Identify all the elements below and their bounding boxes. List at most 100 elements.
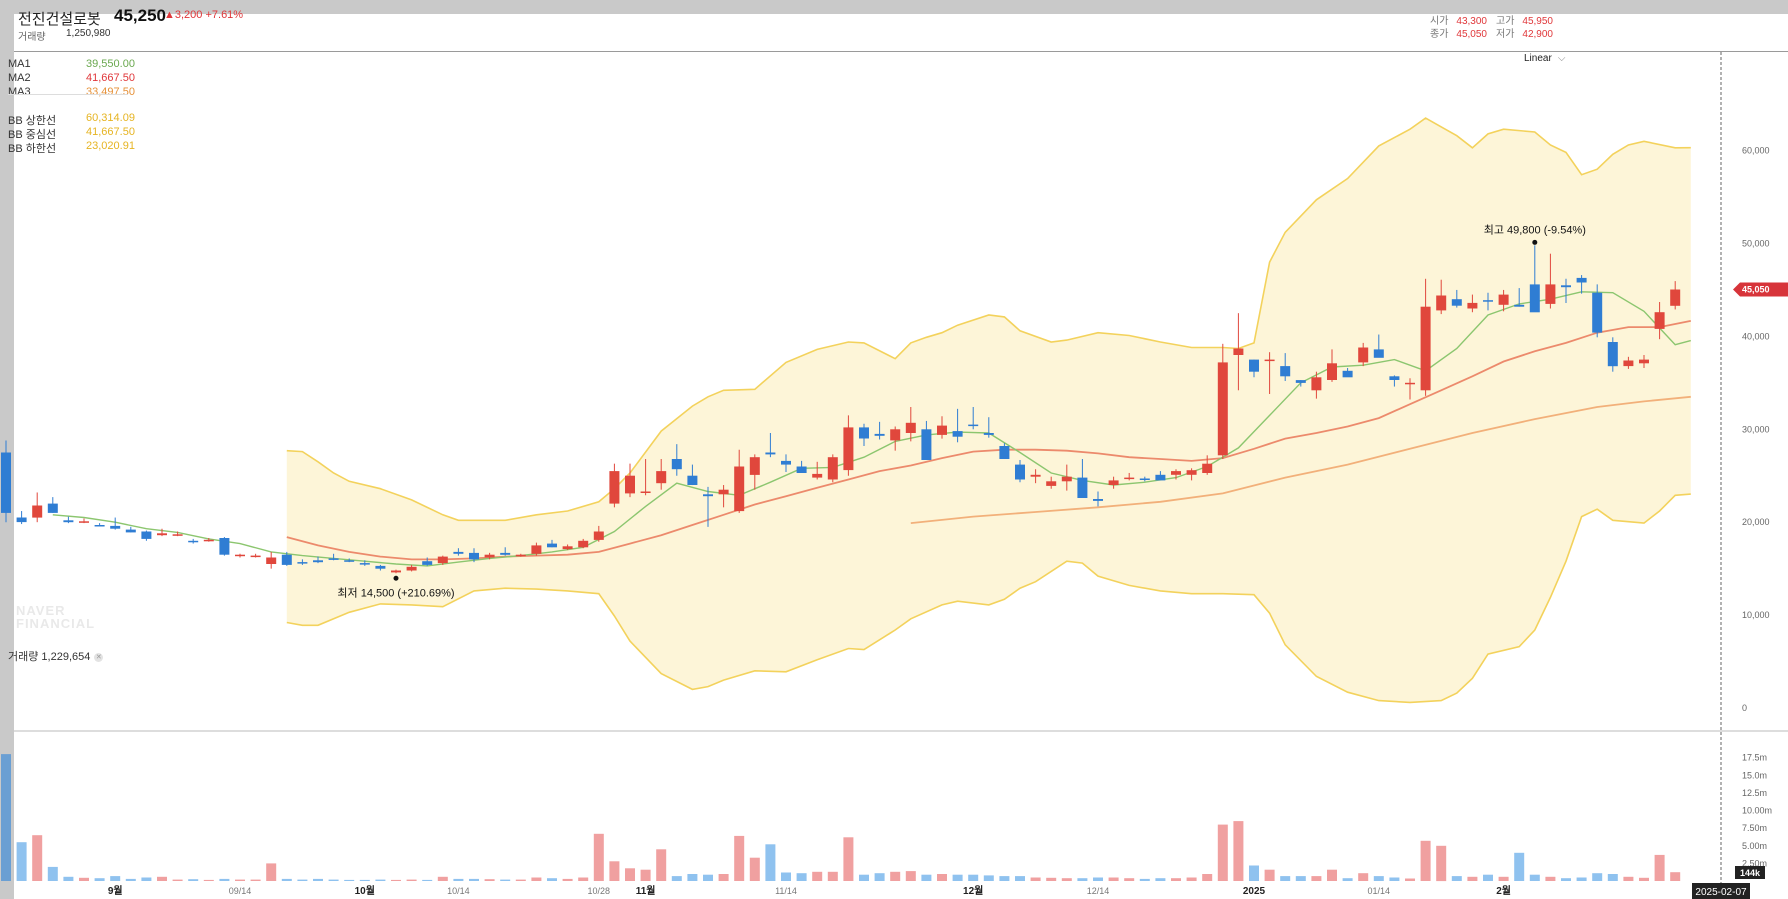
candle (1, 440, 11, 523)
candle-body (937, 425, 947, 435)
close-icon[interactable]: ✕ (94, 653, 104, 662)
volume-bar (1436, 845, 1447, 882)
volume-bar (313, 878, 323, 881)
volume-tick-label: 17.5m (1742, 753, 1767, 763)
y-tick-label: 20,000 (1742, 517, 1770, 527)
candle-body (1561, 285, 1571, 288)
volume-bar (1030, 877, 1041, 881)
volume-bar (1483, 874, 1493, 881)
candle (1451, 289, 1462, 308)
volume-bar (453, 878, 464, 881)
candle (235, 553, 245, 558)
candle-body (1498, 294, 1509, 305)
stock-price: 45,250 (114, 6, 166, 25)
candle (890, 426, 901, 451)
candle-body (1467, 302, 1478, 309)
volume-bar (1576, 877, 1587, 881)
candle (406, 564, 417, 572)
candle (827, 454, 838, 483)
candle (1576, 275, 1587, 294)
x-tick-label: 01/14 (1368, 886, 1391, 896)
candle-body (359, 563, 370, 565)
volume-bar (874, 873, 885, 881)
candle-body (1592, 292, 1603, 333)
volume-bar (937, 874, 947, 881)
candle (921, 420, 932, 460)
volume-bar (141, 877, 152, 881)
candle-body (843, 427, 854, 471)
candle (110, 517, 121, 530)
volume-bar (1155, 878, 1166, 881)
candle-body (484, 554, 495, 558)
candle-body (219, 538, 230, 555)
legend-ma3: MA3 33,497.50 (8, 86, 135, 98)
scale-mode-dropdown[interactable]: Linear ⌵ (1524, 53, 1566, 64)
chevron-down-icon: ⌵ (1557, 53, 1566, 64)
volume-bar (110, 876, 121, 881)
candle (593, 525, 604, 542)
candle (375, 564, 386, 571)
candle (1420, 278, 1431, 396)
candle-body (313, 560, 323, 563)
y-tick-label: 0 (1742, 703, 1747, 713)
volume-bar (687, 874, 698, 881)
candle (1467, 294, 1478, 313)
candle-body (1311, 377, 1322, 391)
volume-bar (47, 866, 58, 881)
candle (1514, 288, 1525, 307)
date-tag-text: 2025-02-07 (1695, 887, 1747, 898)
candle (578, 538, 589, 549)
volume-bar (172, 879, 183, 881)
candle-body (1233, 348, 1244, 355)
candle (16, 511, 27, 525)
candle (203, 537, 214, 542)
candle (157, 528, 167, 537)
current-price-text: 45,050 (1742, 284, 1770, 294)
volume-bar (406, 879, 417, 881)
x-tick-label: 2월 (1496, 885, 1511, 897)
volume-bar (157, 876, 167, 881)
volume-bar (1561, 878, 1571, 881)
candle-body (1670, 289, 1681, 306)
candle (1217, 343, 1228, 460)
volume-bar (625, 868, 635, 881)
legend-ma1: MA1 39,550.00 (8, 58, 135, 70)
volume-bar (1295, 876, 1306, 881)
volume-bar (1233, 821, 1244, 881)
candle-body (1124, 477, 1135, 480)
candle-body (203, 539, 214, 542)
candle-body (16, 517, 27, 523)
candle-body (749, 457, 760, 475)
candle (703, 486, 713, 527)
volume-bar (1077, 878, 1088, 881)
candle (1061, 464, 1072, 491)
volume-bar (1202, 874, 1213, 881)
stock-name: 전진건설로봇 (18, 11, 101, 28)
candle-body (1342, 370, 1353, 378)
candle-body (515, 554, 526, 557)
candle (172, 531, 183, 537)
candle (453, 548, 464, 556)
candle-body (1186, 470, 1197, 475)
candle (531, 542, 542, 556)
candle (1670, 281, 1681, 310)
volume-bar (827, 871, 838, 881)
volume-bar (843, 837, 854, 881)
volume-bar (812, 871, 823, 881)
candle-body (172, 534, 183, 536)
volume-bar (968, 874, 979, 881)
candle-body (781, 460, 791, 465)
x-tick-label: 10/14 (447, 886, 470, 896)
candle (1529, 245, 1540, 313)
y-tick-label: 40,000 (1742, 331, 1770, 341)
volume-bar (1592, 873, 1603, 881)
volume-bar (391, 879, 401, 881)
volume-bar (1093, 877, 1103, 881)
volume-bar (921, 874, 932, 881)
volume-bar (1670, 872, 1681, 881)
candle-body (110, 525, 121, 529)
volume-bar (1015, 876, 1025, 881)
volume-bar (235, 879, 245, 881)
low-price: 저가 42,900 (1496, 29, 1553, 40)
